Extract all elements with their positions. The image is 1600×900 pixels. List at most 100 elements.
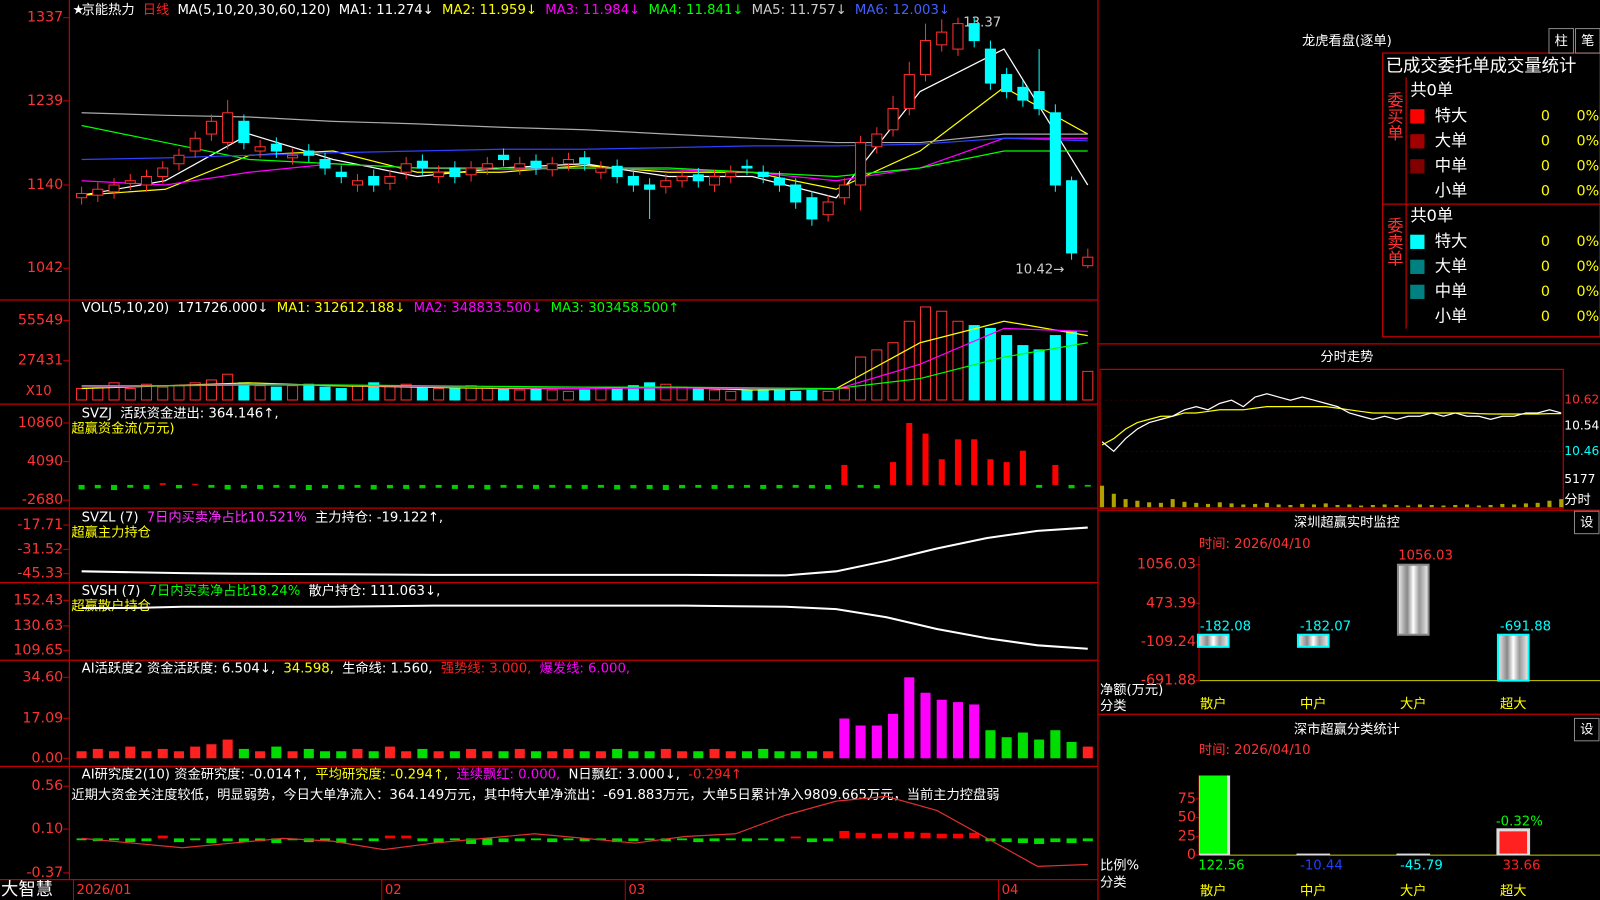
candle-body bbox=[855, 142, 867, 186]
header-item: VOL(5,10,20) bbox=[82, 301, 170, 316]
minute-volume-bar bbox=[1229, 503, 1234, 508]
ratio-bar bbox=[1496, 828, 1531, 856]
activity-bar bbox=[173, 751, 184, 759]
y-tick-label: -0.37 bbox=[26, 865, 63, 881]
line bbox=[1101, 406, 1562, 446]
flow-bar bbox=[1003, 462, 1010, 485]
class-time: 时间: 2026/04/10 bbox=[1199, 742, 1311, 758]
flow-bar bbox=[484, 484, 491, 490]
candle-body bbox=[238, 120, 250, 144]
button-frame[interactable] bbox=[1575, 28, 1600, 54]
flow-bar bbox=[175, 484, 182, 489]
header-item: MA2: 11.959↓ bbox=[442, 3, 537, 18]
flow-bar bbox=[565, 484, 572, 489]
activity-bar bbox=[157, 748, 168, 759]
flow-bar bbox=[987, 459, 994, 485]
candle-body bbox=[481, 163, 493, 169]
header-item: -0.294↑ bbox=[688, 767, 742, 782]
value-label: 1056.03 bbox=[1398, 549, 1453, 564]
candle-body bbox=[514, 163, 526, 169]
activity-bar bbox=[758, 748, 769, 759]
flow-bar bbox=[468, 484, 475, 489]
volume-bar bbox=[806, 389, 818, 401]
flow-bar bbox=[419, 484, 426, 489]
volume-bar bbox=[416, 386, 428, 401]
candle-body bbox=[1066, 180, 1078, 254]
panel-subtitle: 超赢散户持仓 bbox=[71, 597, 151, 614]
flow-bar bbox=[581, 484, 588, 489]
activity-bar bbox=[417, 748, 428, 759]
candle-body bbox=[1001, 74, 1013, 93]
minute-volume-bar bbox=[1500, 503, 1505, 508]
y-tick-label: 0 bbox=[1187, 847, 1196, 863]
activity-bar bbox=[790, 751, 801, 759]
flow-bar bbox=[695, 484, 702, 488]
activity-bar bbox=[271, 746, 282, 759]
value-label: 122.56 bbox=[1198, 858, 1244, 873]
header-item: SVZL (7) bbox=[82, 510, 139, 525]
activity-bar bbox=[969, 704, 980, 759]
research-bar bbox=[173, 838, 184, 843]
candle-body bbox=[433, 171, 445, 178]
candle-body bbox=[498, 154, 510, 161]
button-frame[interactable] bbox=[1573, 717, 1600, 742]
minute-volume-bar bbox=[1300, 503, 1305, 508]
y-tick-label: 1056.03 bbox=[1137, 557, 1196, 573]
flow-bar bbox=[825, 484, 832, 489]
research-bar bbox=[514, 838, 525, 842]
activity-bar bbox=[206, 744, 217, 759]
flow-bar bbox=[906, 422, 913, 485]
button[interactable]: 设 bbox=[1580, 514, 1593, 530]
research-bar bbox=[888, 832, 899, 839]
button-frame[interactable] bbox=[1548, 28, 1574, 54]
flow-bar bbox=[273, 484, 280, 488]
group-side: 委买单 bbox=[1384, 92, 1403, 141]
volume-bar bbox=[790, 390, 802, 401]
minute-vol-label: 分时 bbox=[1564, 492, 1591, 508]
star-icon: ★ bbox=[72, 3, 84, 18]
activity-bar bbox=[644, 751, 655, 759]
research-bar bbox=[466, 838, 477, 844]
row-pct: 0% bbox=[1577, 259, 1600, 275]
candle-body bbox=[530, 160, 542, 169]
line bbox=[81, 342, 1088, 390]
row-count: 0 bbox=[1541, 234, 1550, 250]
minute-volume-bar bbox=[1194, 502, 1199, 508]
candle-body bbox=[1017, 86, 1029, 101]
y-tick-label: 50 bbox=[1178, 810, 1196, 826]
volume-bar bbox=[400, 383, 412, 401]
activity-bar bbox=[449, 751, 460, 759]
activity-bar bbox=[1001, 737, 1012, 759]
activity-bar bbox=[952, 702, 963, 759]
candle-body bbox=[676, 175, 688, 182]
group-total: 共0单 bbox=[1410, 206, 1453, 225]
research-bar bbox=[871, 833, 882, 839]
volume-bar bbox=[741, 389, 753, 401]
button-frame[interactable] bbox=[1573, 510, 1600, 535]
row-pct: 0% bbox=[1577, 108, 1600, 124]
flow-bar bbox=[808, 484, 815, 489]
date-label: 03 bbox=[628, 883, 645, 898]
candle-body bbox=[465, 167, 477, 176]
activity-bar bbox=[823, 751, 834, 759]
button[interactable]: 柱 bbox=[1555, 33, 1568, 49]
y-tick-label: 109.65 bbox=[13, 642, 63, 658]
net-bar bbox=[1296, 633, 1330, 648]
activity-bar bbox=[1050, 730, 1061, 759]
minute-volume-bar bbox=[1453, 504, 1458, 508]
volume-bar bbox=[140, 383, 153, 401]
row-count: 0 bbox=[1541, 108, 1550, 124]
activity-bar bbox=[433, 751, 444, 759]
button[interactable]: 设 bbox=[1580, 722, 1593, 738]
volume-bar bbox=[822, 390, 834, 401]
volume-bar bbox=[984, 327, 996, 401]
activity-bar bbox=[888, 713, 899, 759]
y-label: 比例% bbox=[1100, 857, 1139, 873]
y-tick-label: 10860 bbox=[18, 415, 63, 431]
header-item: 连续飘红: 0.000, bbox=[456, 766, 560, 782]
volume-bar bbox=[627, 385, 639, 401]
research-bar bbox=[547, 838, 558, 843]
activity-bar bbox=[498, 751, 509, 759]
panel-header: SVSH (7) 7日内买卖净占比18.24% 散户持仓: 111.063↓, bbox=[82, 582, 441, 599]
button[interactable]: 笔 bbox=[1581, 33, 1594, 49]
